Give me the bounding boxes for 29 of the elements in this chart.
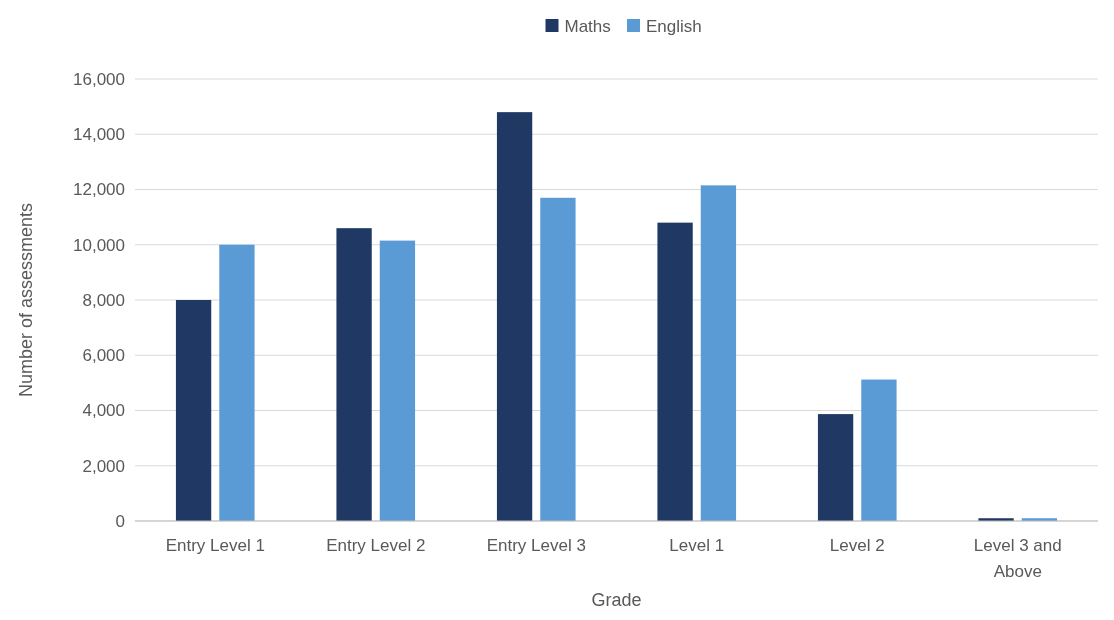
- x-axis-title: Grade: [591, 590, 642, 610]
- bar: [700, 185, 737, 521]
- bar: [540, 197, 576, 521]
- x-tick-label: Entry Level 1: [165, 536, 265, 555]
- x-tick-label: Level 3 and Above: [973, 536, 1062, 581]
- bar: [817, 414, 854, 521]
- y-tick-label: 8,000: [82, 290, 125, 310]
- bar: [379, 240, 416, 521]
- legend-label: Maths: [564, 16, 611, 36]
- bar: [657, 222, 693, 521]
- bar: [175, 300, 212, 521]
- y-tick-label: 0: [115, 511, 125, 531]
- y-tick-label: 14,000: [73, 125, 125, 145]
- y-tick-label: 6,000: [82, 346, 125, 366]
- x-tick-label: Level 1: [669, 536, 725, 555]
- y-tick-label: 16,000: [73, 69, 125, 89]
- x-tick-label: Level 2: [829, 536, 885, 555]
- y-axis-title: Number of assessments: [16, 202, 36, 398]
- x-tick-label: Entry Level 3: [486, 536, 586, 555]
- y-tick-label: 10,000: [73, 235, 125, 255]
- y-tick-label: 12,000: [73, 180, 125, 200]
- bar: [496, 112, 533, 521]
- bar: [861, 379, 897, 521]
- x-tick-label: Entry Level 2: [326, 536, 426, 555]
- y-tick-label: 4,000: [82, 401, 125, 421]
- bar: [219, 244, 255, 521]
- y-tick-label: 2,000: [82, 456, 125, 476]
- bar: [336, 228, 372, 521]
- legend-label: English: [646, 16, 702, 36]
